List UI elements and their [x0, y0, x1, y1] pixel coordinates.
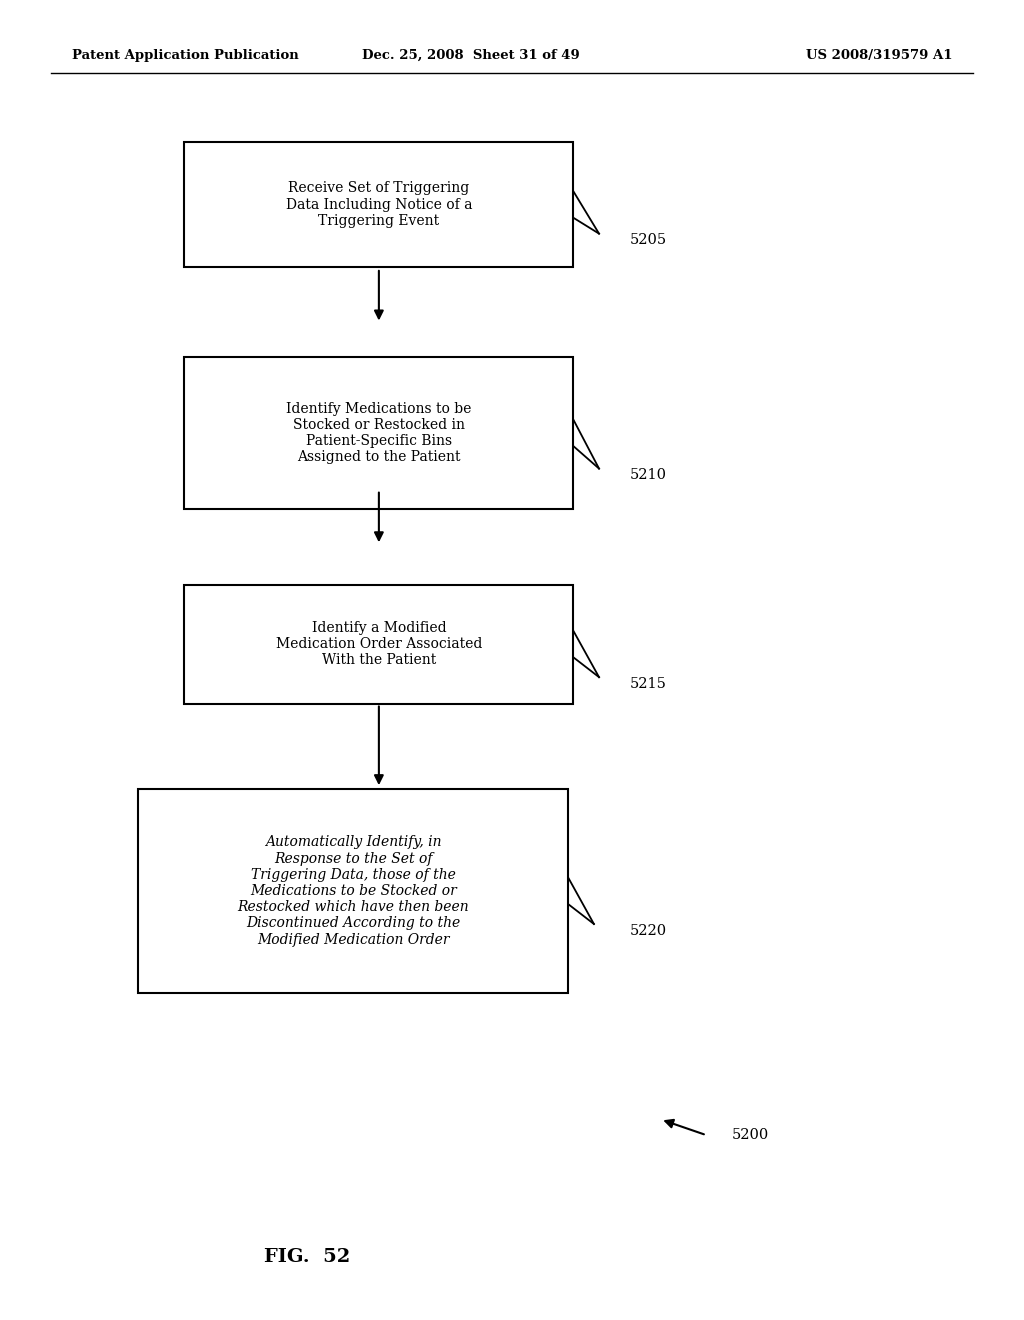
- Text: 5200: 5200: [732, 1129, 769, 1142]
- Text: Dec. 25, 2008  Sheet 31 of 49: Dec. 25, 2008 Sheet 31 of 49: [362, 49, 580, 62]
- Text: FIG.  52: FIG. 52: [264, 1247, 350, 1266]
- Text: 5220: 5220: [630, 924, 667, 937]
- Text: Identify a Modified
Medication Order Associated
With the Patient: Identify a Modified Medication Order Ass…: [275, 620, 482, 668]
- Bar: [184, 585, 573, 704]
- Bar: [138, 789, 568, 993]
- Text: US 2008/319579 A1: US 2008/319579 A1: [806, 49, 952, 62]
- Bar: [184, 356, 573, 508]
- Text: 5210: 5210: [630, 469, 667, 482]
- Text: Receive Set of Triggering
Data Including Notice of a
Triggering Event: Receive Set of Triggering Data Including…: [286, 181, 472, 228]
- Text: Identify Medications to be
Stocked or Restocked in
Patient-Specific Bins
Assigne: Identify Medications to be Stocked or Re…: [286, 401, 472, 465]
- Bar: [184, 143, 573, 267]
- Text: 5215: 5215: [630, 677, 667, 690]
- Text: 5205: 5205: [630, 234, 667, 247]
- Text: Automatically Identify, in
Response to the Set of
Triggering Data, those of the
: Automatically Identify, in Response to t…: [238, 836, 469, 946]
- Text: Patent Application Publication: Patent Application Publication: [72, 49, 298, 62]
